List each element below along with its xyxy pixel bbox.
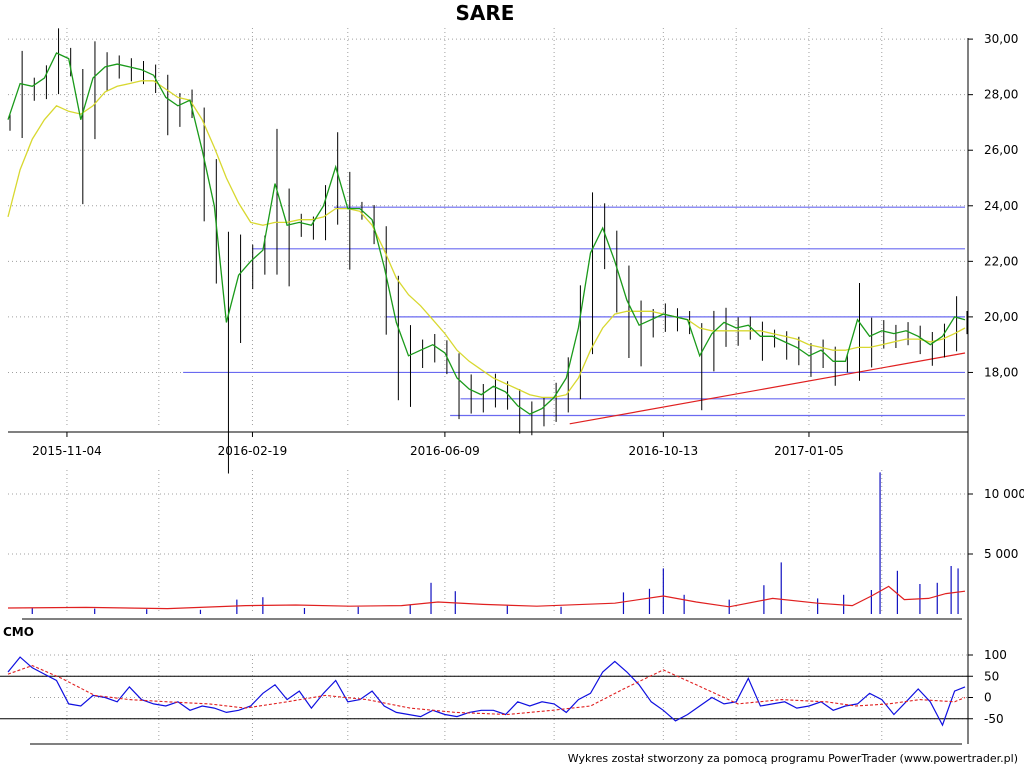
cmo-tick-label: 50: [984, 669, 999, 683]
x-tick-label: 2016-10-13: [628, 444, 698, 458]
cmo-tick-label: 100: [984, 648, 1007, 662]
price-tick-label: 24,00: [984, 199, 1018, 213]
grid: [8, 28, 968, 740]
price-tick-label: 26,00: [984, 143, 1018, 157]
footer-credit: Wykres został stworzony za pomocą progra…: [568, 752, 1018, 765]
ma-fast-line: [7, 52, 966, 415]
cmo-line: [7, 656, 966, 727]
cmo-tick-label: -50: [984, 712, 1004, 726]
x-tick-label: 2017-01-05: [774, 444, 844, 458]
cmo-label: CMO: [3, 625, 34, 639]
ma-slow-line: [7, 80, 966, 399]
volume-tick-label: 5 000: [984, 547, 1018, 561]
price-tick-label: 18,00: [984, 365, 1018, 379]
volume-tick-label: 10 000: [984, 487, 1024, 501]
price-tick-label: 28,00: [984, 88, 1018, 102]
price-tick-label: 22,00: [984, 254, 1018, 268]
cmo-tick-label: 0: [984, 691, 992, 705]
chart-title: SARE: [456, 1, 515, 25]
x-tick-label: 2015-11-04: [32, 444, 102, 458]
price-panel: [7, 28, 968, 474]
trend-line: [569, 352, 966, 425]
price-tick-label: 20,00: [984, 310, 1018, 324]
volume-panel: [7, 472, 966, 620]
cmo-panel: CMO: [0, 625, 968, 745]
cmo-signal-line: [7, 665, 966, 716]
axes: 2015-11-04 2016-02-19 2016-06-09 2016-10-13…: [8, 32, 1024, 744]
price-tick-label: 30,00: [984, 32, 1018, 46]
x-tick-label: 2016-06-09: [410, 444, 480, 458]
x-tick-label: 2016-02-19: [218, 444, 288, 458]
volume-average-line: [7, 585, 966, 610]
